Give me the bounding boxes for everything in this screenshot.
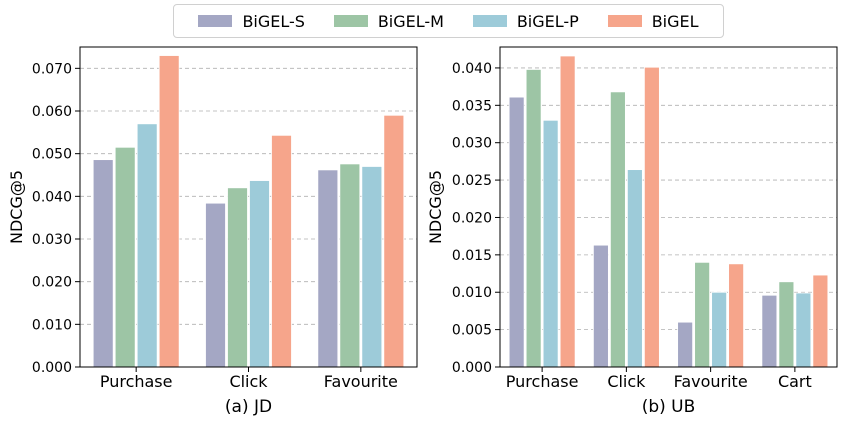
bar-bigel-m-favourite xyxy=(339,163,361,368)
y-tick-label: 0.030 xyxy=(32,232,72,248)
legend: BiGEL-S BiGEL-M BiGEL-P BiGEL xyxy=(173,4,724,38)
panel-title: (b) UB xyxy=(642,397,696,417)
x-tick-label: Favourite xyxy=(674,372,748,391)
legend-item-bigel-s: BiGEL-S xyxy=(198,12,305,31)
axes-frame xyxy=(499,46,838,368)
bar-bigel-cart xyxy=(812,274,829,368)
bar-bigel-s-purchase xyxy=(92,159,114,368)
bar-bigel-click xyxy=(643,66,660,368)
y-tick-label: 0.010 xyxy=(32,317,72,333)
bar-bigel-s-click xyxy=(592,244,609,368)
y-tick-label: 0.040 xyxy=(452,61,492,77)
y-tick-label: 0.070 xyxy=(32,61,72,77)
y-tick-label: 0.000 xyxy=(32,360,72,376)
bar-bigel-purchase xyxy=(559,55,576,368)
axes-frame xyxy=(79,46,418,368)
bar-bigel-m-click xyxy=(609,91,626,368)
bar-bigel-p-favourite xyxy=(361,166,383,368)
legend-swatch xyxy=(198,15,233,27)
legend-label: BiGEL-S xyxy=(242,11,305,31)
bar-bigel-p-click xyxy=(249,180,270,368)
y-tick-label: 0.050 xyxy=(32,147,72,163)
y-tick-label: 0.035 xyxy=(452,98,492,114)
y-axis-label: NDCG@5 xyxy=(7,170,26,244)
bar-bigel-s-favourite xyxy=(317,169,339,368)
x-tick-label: Purchase xyxy=(100,372,173,391)
bar-bigel-p-cart xyxy=(795,292,812,368)
x-tick-label: Purchase xyxy=(506,372,579,391)
y-tick-label: 0.010 xyxy=(452,285,492,301)
legend-item-bigel-p: BiGEL-P xyxy=(472,11,579,31)
legend-label: BiGEL xyxy=(651,11,699,31)
y-axis-label: NDCG@5 xyxy=(426,170,445,244)
legend-swatch xyxy=(333,15,368,27)
legend-label: BiGEL-M xyxy=(377,11,444,31)
chart-ub: 0.000 0.005 0.010 0.015 0.020 0.025 0.030 0.035… xyxy=(426,46,838,417)
y-tick-label: 0.040 xyxy=(32,189,72,205)
legend-swatch xyxy=(472,15,507,27)
bar-bigel-p-purchase xyxy=(136,123,158,368)
chart-jd: 0.000 0.010 0.020 0.030 0.040 0.050 0.060 0.070… xyxy=(7,46,418,417)
bar-bigel-favourite xyxy=(728,263,745,368)
bar-bigel-m-purchase xyxy=(525,69,542,368)
y-tick-label: 0.020 xyxy=(452,210,492,226)
legend-label: BiGEL-P xyxy=(516,11,579,31)
bar-bigel-purchase xyxy=(158,55,180,368)
x-tick-label: Favourite xyxy=(324,372,398,391)
y-tick-label: 0.020 xyxy=(32,275,72,291)
bar-bigel-m-purchase xyxy=(114,146,136,368)
bar-bigel-s-purchase xyxy=(508,96,525,368)
bar-bigel-p-favourite xyxy=(711,291,728,368)
bar-bigel-m-cart xyxy=(778,281,795,368)
x-tick-label: Click xyxy=(229,372,268,391)
y-tick-label: 0.000 xyxy=(452,360,492,376)
y-tick-label: 0.015 xyxy=(452,248,492,264)
legend-swatch xyxy=(607,15,642,27)
y-tick-label: 0.060 xyxy=(32,104,72,120)
y-tick-label: 0.005 xyxy=(452,323,492,339)
bar-bigel-favourite xyxy=(383,114,405,368)
bar-bigel-m-favourite xyxy=(694,261,711,368)
panel-title: (a) JD xyxy=(225,397,272,417)
x-tick-label: Cart xyxy=(778,372,812,391)
bar-bigel-m-click xyxy=(227,187,248,368)
y-tick-label: 0.030 xyxy=(452,136,492,152)
x-tick-label: Click xyxy=(607,372,646,391)
bar-bigel-s-cart xyxy=(761,294,778,368)
bar-bigel-click xyxy=(271,134,292,368)
bar-bigel-p-click xyxy=(626,169,643,368)
legend-item-bigel-m: BiGEL-M xyxy=(333,11,444,31)
bar-bigel-p-purchase xyxy=(542,119,559,368)
bar-bigel-s-favourite xyxy=(677,321,694,368)
bar-bigel-s-click xyxy=(205,202,226,368)
legend-item-bigel: BiGEL xyxy=(607,11,699,31)
y-tick-label: 0.025 xyxy=(452,173,492,189)
